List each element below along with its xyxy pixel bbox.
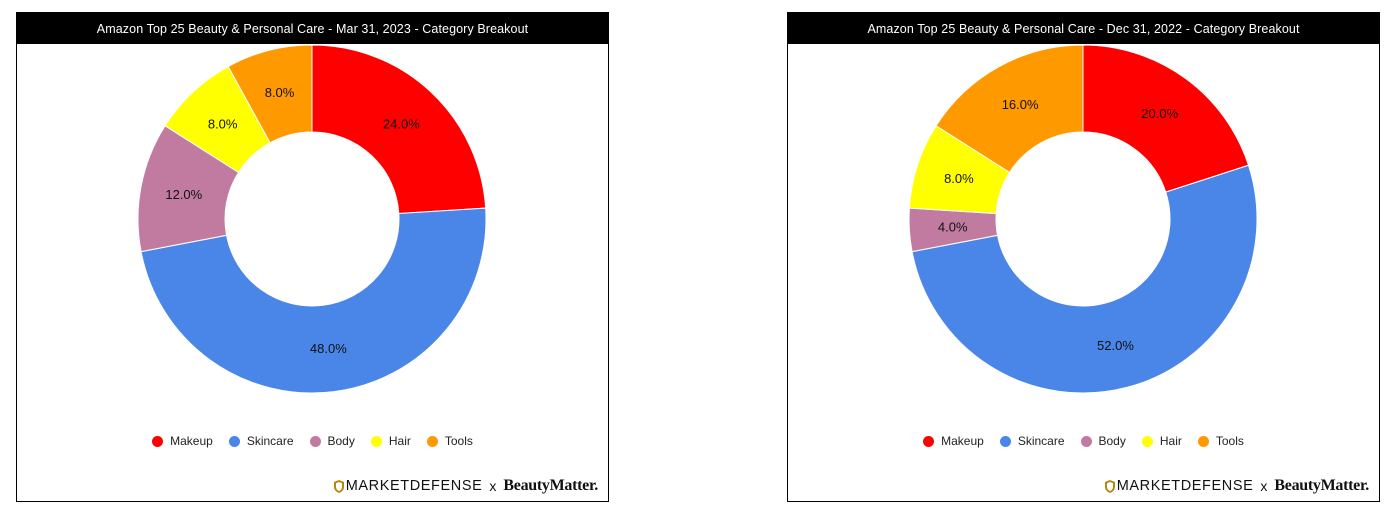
donut-slice-tools [227, 44, 313, 144]
legend-swatch-body [1080, 435, 1092, 447]
legend-label-hair: Hair [388, 434, 411, 448]
legend-item-tools: Tools [1197, 434, 1244, 448]
legend-swatch-skincare [228, 435, 240, 447]
legend-item-body: Body [309, 434, 355, 448]
legend-label-tools: Tools [1215, 434, 1244, 448]
footer-branding: MARKETDEFENSE x BeautyMatter. [333, 477, 598, 495]
legend-label-body: Body [1098, 434, 1126, 448]
legend-item-makeup: Makeup [152, 434, 213, 448]
legend-label-makeup: Makeup [170, 434, 213, 448]
legend-swatch-tools [426, 435, 438, 447]
shield-icon [1104, 479, 1115, 493]
chart-title: Amazon Top 25 Beauty & Personal Care - D… [788, 13, 1379, 44]
marketdefense-logo: MARKETDEFENSE [1104, 478, 1254, 494]
slice-label-body: 4.0% [938, 220, 968, 235]
brand-separator: x [489, 478, 497, 494]
brand-name-beautymatter: BeautyMatter. [1274, 477, 1369, 494]
slice-label-hair: 8.0% [944, 171, 974, 186]
legend-label-skincare: Skincare [1017, 434, 1065, 448]
brand-name-beautymatter: BeautyMatter. [503, 477, 598, 494]
slice-label-makeup: 24.0% [383, 116, 420, 131]
legend-item-skincare: Skincare [999, 434, 1065, 448]
legend-label-skincare: Skincare [246, 434, 294, 448]
legend-label-makeup: Makeup [941, 434, 984, 448]
marketdefense-logo: MARKETDEFENSE [333, 478, 483, 494]
chart-title: Amazon Top 25 Beauty & Personal Care - M… [17, 13, 608, 44]
legend-label-tools: Tools [444, 434, 473, 448]
legend-swatch-hair [1141, 435, 1153, 447]
legend-swatch-skincare [999, 435, 1011, 447]
donut-slice-tools [935, 44, 1084, 174]
slice-label-tools: 8.0% [265, 85, 295, 100]
legend-swatch-tools [1197, 435, 1209, 447]
shield-icon [333, 479, 344, 493]
legend-swatch-makeup [923, 435, 935, 447]
slice-label-skincare: 48.0% [310, 341, 347, 356]
slice-label-tools: 16.0% [1002, 97, 1039, 112]
slice-label-makeup: 20.0% [1141, 106, 1178, 121]
legend-item-skincare: Skincare [228, 434, 294, 448]
legend-swatch-makeup [152, 435, 164, 447]
brand-name-marketdefense: MARKETDEFENSE [345, 478, 483, 494]
legend-swatch-hair [370, 435, 382, 447]
legend-label-body: Body [327, 434, 355, 448]
chart-panel-dec-2022: Amazon Top 25 Beauty & Personal Care - D… [787, 12, 1380, 502]
legend-item-makeup: Makeup [923, 434, 984, 448]
chart-legend: Makeup Skincare Body Hair Tools [788, 434, 1379, 448]
donut-slice-skincare [911, 164, 1258, 394]
brand-separator: x [1260, 478, 1268, 494]
slice-label-body: 12.0% [165, 187, 202, 202]
donut-chart: 24.0% 48.0% 12.0% 8.0% 8.0% [137, 44, 487, 394]
slice-label-skincare: 52.0% [1097, 338, 1134, 353]
donut-chart: 20.0% 52.0% 4.0% 8.0% 16.0% [908, 44, 1258, 394]
donut-slice-makeup [311, 44, 487, 215]
legend-item-hair: Hair [1141, 434, 1182, 448]
chart-panel-mar-2023: Amazon Top 25 Beauty & Personal Care - M… [16, 12, 609, 502]
donut-slice-skincare [140, 207, 487, 394]
legend-swatch-body [309, 435, 321, 447]
footer-branding: MARKETDEFENSE x BeautyMatter. [1104, 477, 1369, 495]
legend-item-body: Body [1080, 434, 1126, 448]
chart-legend: Makeup Skincare Body Hair Tools [17, 434, 608, 448]
legend-item-hair: Hair [370, 434, 411, 448]
donut-slice-makeup [1082, 44, 1250, 193]
slice-label-hair: 8.0% [208, 116, 238, 131]
legend-item-tools: Tools [426, 434, 473, 448]
brand-name-marketdefense: MARKETDEFENSE [1116, 478, 1254, 494]
legend-label-hair: Hair [1159, 434, 1182, 448]
